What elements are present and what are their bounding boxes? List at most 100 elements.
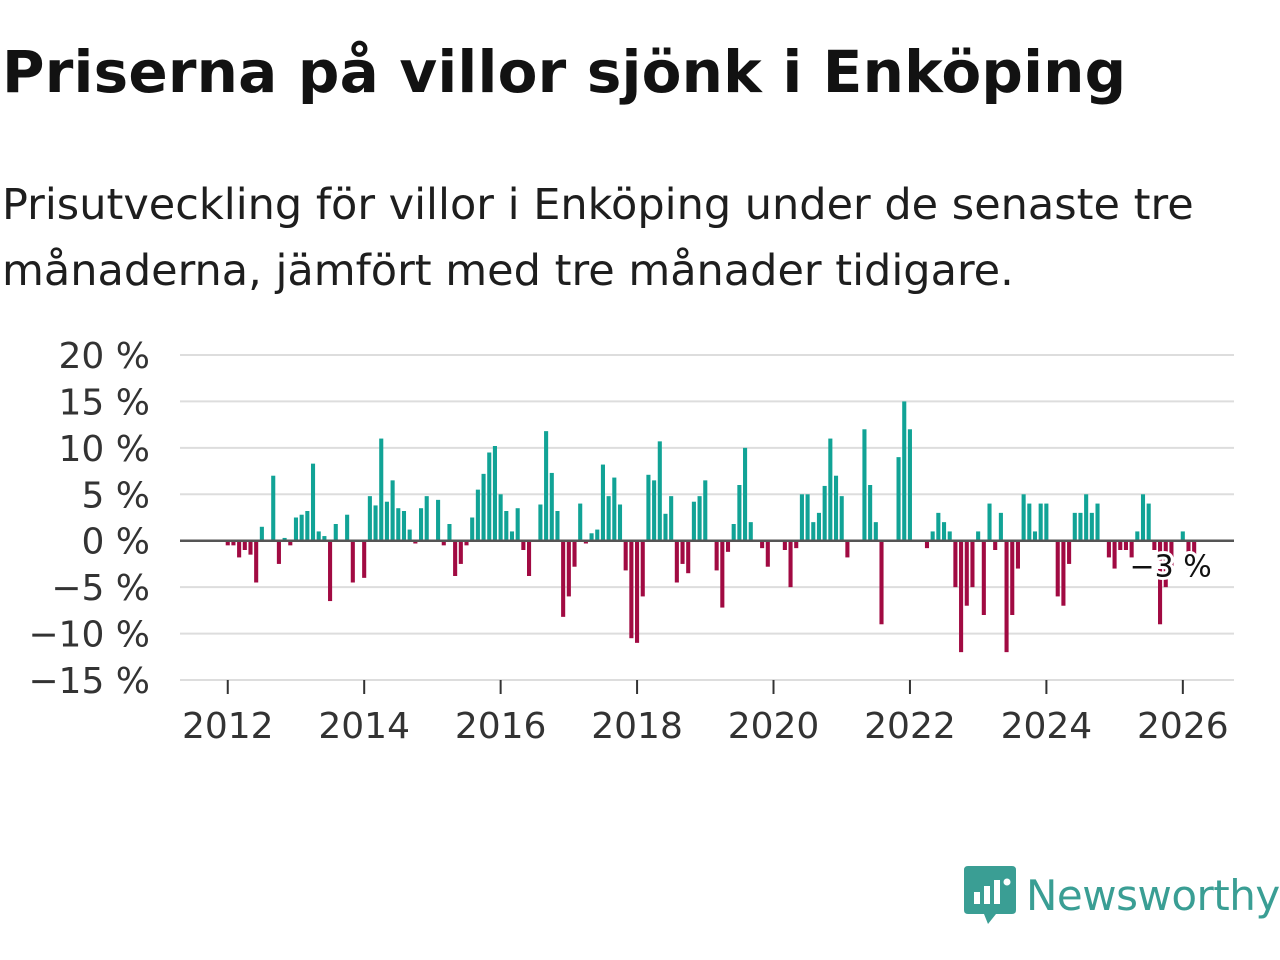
bar xyxy=(561,540,566,617)
bar xyxy=(1021,494,1026,541)
bar xyxy=(1163,540,1168,588)
y-tick-label: −10 % xyxy=(28,615,150,656)
bar xyxy=(299,514,304,541)
bar xyxy=(998,512,1003,541)
bar xyxy=(407,529,412,541)
bar xyxy=(566,540,571,597)
bar xyxy=(612,477,617,541)
bar xyxy=(316,531,321,541)
bar xyxy=(572,540,577,567)
bar xyxy=(396,508,401,541)
bar xyxy=(276,540,281,564)
bar xyxy=(1095,503,1100,541)
bar xyxy=(413,540,418,544)
bar xyxy=(1192,540,1197,569)
bar xyxy=(839,496,844,541)
bar-series xyxy=(225,401,1197,653)
bar xyxy=(470,517,475,541)
bar xyxy=(509,531,515,541)
bar xyxy=(703,480,708,541)
bar xyxy=(976,531,981,541)
bar xyxy=(237,540,242,558)
x-tick-label: 2014 xyxy=(318,706,410,747)
bar xyxy=(1146,503,1151,541)
bar xyxy=(254,540,259,583)
bar xyxy=(970,540,975,588)
bar xyxy=(686,540,691,574)
bar xyxy=(981,540,986,615)
bar xyxy=(1004,540,1009,653)
bar xyxy=(788,540,793,588)
bar xyxy=(1089,512,1094,541)
bar xyxy=(873,522,878,541)
tick-labels: 20 % 15 % 10 % 5 % 0 % −5 % −10 % −15 % 2012 2014… xyxy=(28,336,1228,747)
bar xyxy=(936,512,941,541)
bar xyxy=(544,431,549,541)
bar xyxy=(743,447,748,541)
bar xyxy=(362,540,367,578)
bar xyxy=(1152,540,1157,550)
bar xyxy=(674,540,679,583)
bar xyxy=(481,473,486,541)
bar xyxy=(748,522,753,541)
x-tick-label: 2022 xyxy=(864,706,956,747)
bar xyxy=(1032,531,1038,541)
bar xyxy=(589,533,594,541)
bar xyxy=(663,513,668,541)
bar xyxy=(799,494,804,541)
bar xyxy=(1118,540,1123,550)
bar xyxy=(231,540,236,546)
bar xyxy=(959,540,964,653)
bar xyxy=(623,540,628,571)
bar xyxy=(1123,540,1128,550)
bar xyxy=(720,540,725,608)
bar xyxy=(345,514,350,541)
bar xyxy=(310,463,316,541)
bar xyxy=(629,540,634,639)
bar xyxy=(907,429,912,541)
bar xyxy=(691,501,696,541)
bar xyxy=(288,540,293,546)
bar xyxy=(447,524,452,541)
bar xyxy=(828,438,833,541)
bar xyxy=(595,529,600,541)
bar xyxy=(805,494,810,541)
bar xyxy=(902,401,907,541)
brand-name: Newsworthy xyxy=(1026,870,1280,920)
bar xyxy=(924,540,930,549)
bar xyxy=(862,429,867,541)
bar xyxy=(669,496,674,541)
bar xyxy=(731,524,736,541)
bar xyxy=(822,485,827,541)
bar xyxy=(896,457,901,541)
bar xyxy=(600,464,605,541)
bar xyxy=(367,496,372,541)
bar xyxy=(1078,512,1083,541)
y-tick-label: 15 % xyxy=(59,382,150,423)
bar xyxy=(475,489,480,541)
latest-value-label: −3 % xyxy=(1129,550,1211,585)
bar xyxy=(1044,503,1049,541)
y-tick-label: 10 % xyxy=(59,429,150,470)
bar xyxy=(680,540,685,564)
bar xyxy=(436,499,441,541)
x-tick-label: 2026 xyxy=(1137,706,1229,747)
bar xyxy=(583,540,588,544)
bar xyxy=(271,475,276,541)
bar xyxy=(527,540,532,576)
bar xyxy=(521,540,526,550)
bar xyxy=(760,540,765,549)
bar xyxy=(373,505,378,541)
bar xyxy=(868,485,873,541)
bar xyxy=(657,441,662,541)
bar xyxy=(1158,540,1163,625)
bar xyxy=(1140,494,1146,541)
chart-title: Priserna på villor sjönk i Enköping xyxy=(2,38,1127,106)
bar xyxy=(441,540,446,546)
chart-subtitle: Prisutveckling för villor i Enköping und… xyxy=(2,180,1194,296)
bar xyxy=(225,540,230,546)
bar xyxy=(1027,503,1032,541)
bar xyxy=(1169,540,1174,569)
bar xyxy=(242,540,247,550)
bar xyxy=(816,512,822,541)
